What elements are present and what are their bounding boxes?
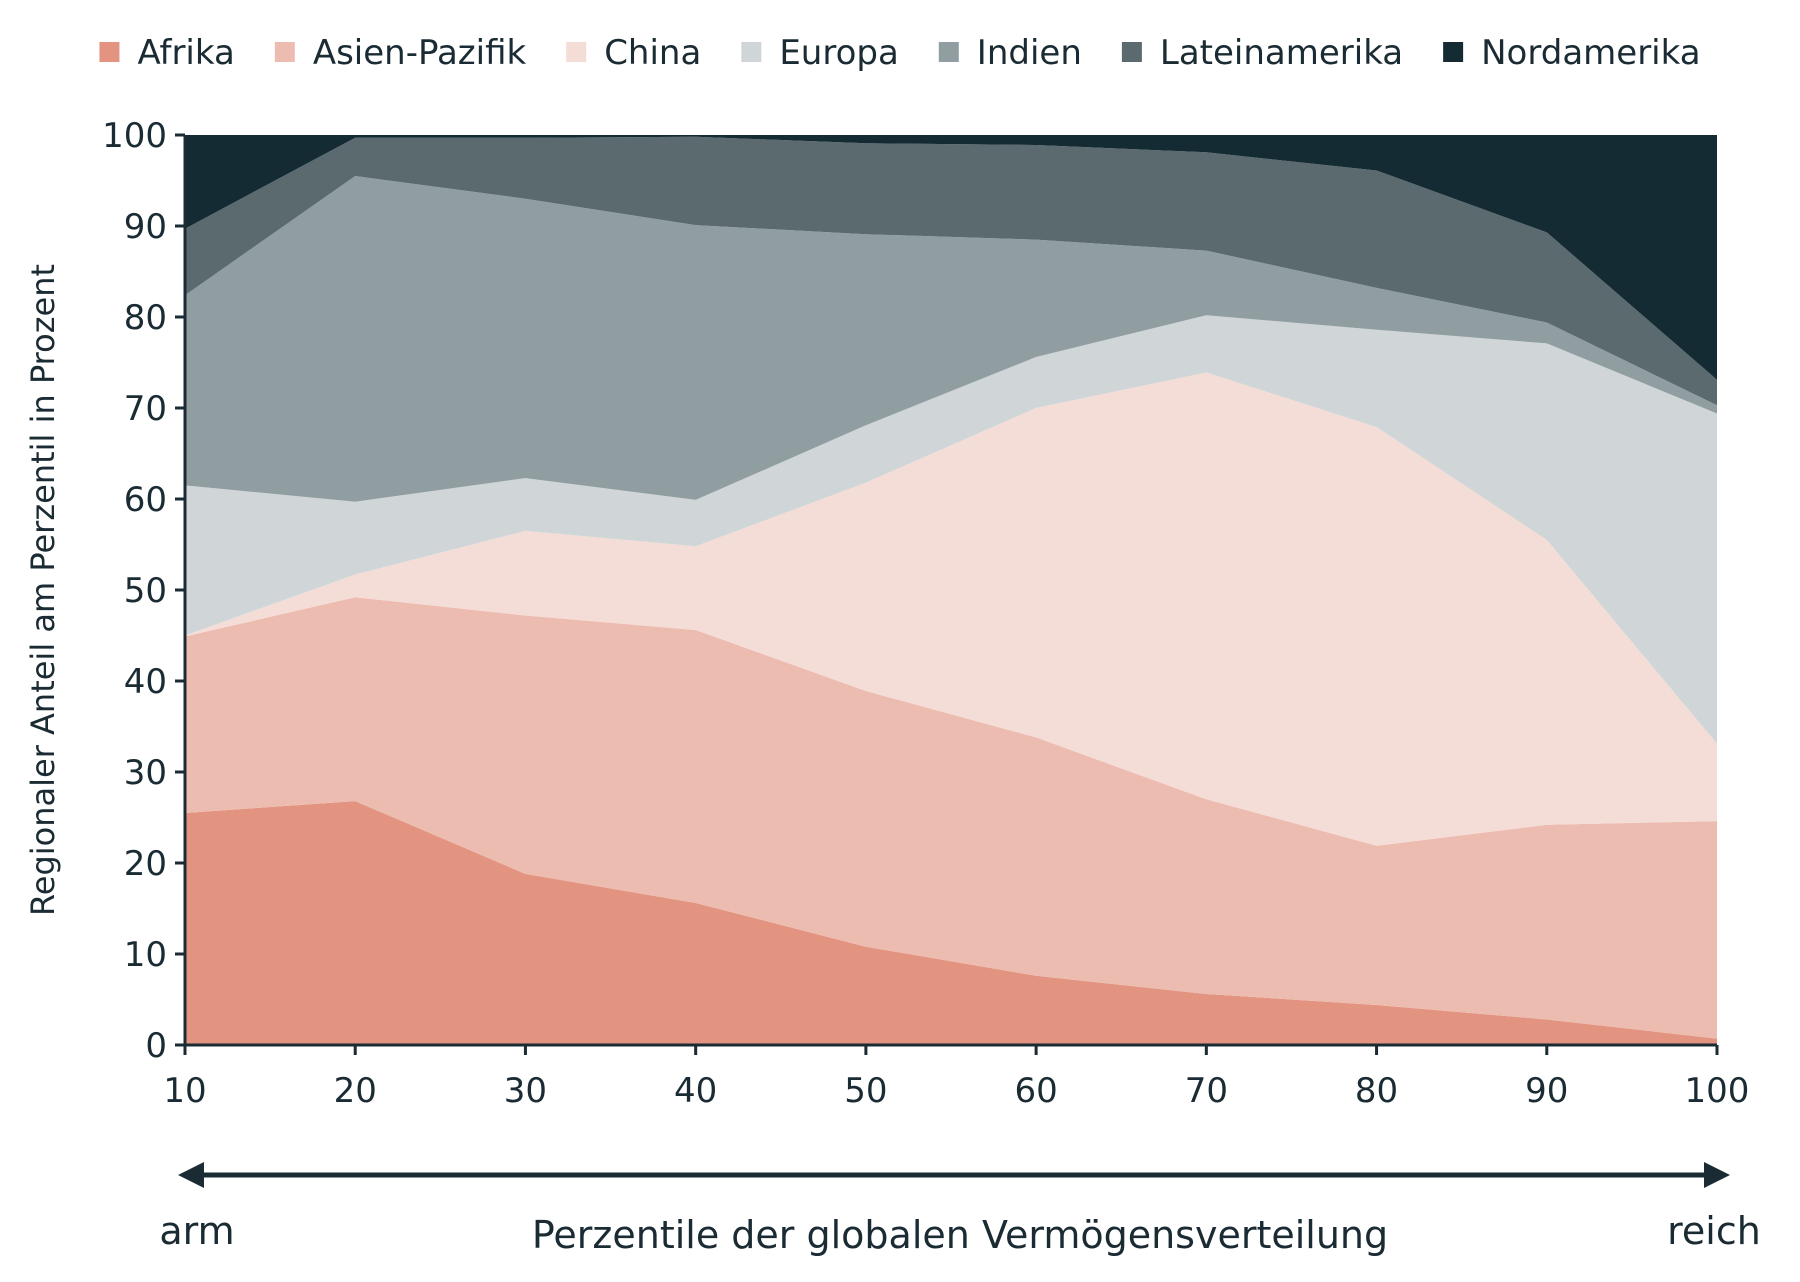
y-tick-label: 10 bbox=[124, 935, 167, 975]
legend-item-afrika: Afrika bbox=[99, 33, 235, 73]
x-tick-label: 20 bbox=[334, 1071, 377, 1111]
legend-item-europa: Europa bbox=[741, 33, 899, 73]
legend-item-lateinamerika: Lateinamerika bbox=[1121, 33, 1403, 73]
legend-swatch bbox=[99, 42, 120, 62]
legend-label: Nordamerika bbox=[1481, 33, 1700, 73]
legend-swatch bbox=[1443, 42, 1464, 62]
x-tick-label: 50 bbox=[844, 1071, 887, 1111]
x-tick-label: 80 bbox=[1355, 1071, 1398, 1111]
y-tick-label: 0 bbox=[145, 1026, 167, 1066]
y-axis-label: Regionaler Anteil am Perzentil in Prozen… bbox=[24, 264, 62, 916]
y-tick-label: 20 bbox=[124, 844, 167, 884]
legend-item-asien-pazifik: Asien-Pazifik bbox=[274, 33, 527, 73]
area-china bbox=[185, 372, 1717, 846]
y-axis: 0 10 20 30 40 50 60 70 80 90 100 bbox=[102, 116, 187, 1066]
legend-item-indien: Indien bbox=[938, 33, 1082, 73]
legend-swatch bbox=[274, 42, 295, 62]
y-tick-label: 30 bbox=[124, 753, 167, 793]
x-tick-label: 40 bbox=[674, 1071, 717, 1111]
y-tick-label: 50 bbox=[124, 571, 167, 611]
direction-arrow bbox=[178, 1162, 1730, 1188]
legend: Afrika Asien-Pazifik China Europa Indien Late… bbox=[99, 33, 1701, 73]
area-europa bbox=[185, 315, 1717, 744]
legend-label: Lateinamerika bbox=[1160, 33, 1403, 73]
x-tick-label: 90 bbox=[1525, 1071, 1568, 1111]
arrow-right-label: reich bbox=[1667, 1209, 1761, 1253]
y-tick-label: 60 bbox=[124, 480, 167, 520]
x-tick-label: 30 bbox=[504, 1071, 547, 1111]
y-tick-label: 90 bbox=[124, 207, 167, 247]
y-tick-label: 70 bbox=[124, 389, 167, 429]
legend-label: Europa bbox=[779, 33, 898, 73]
y-tick-label: 80 bbox=[124, 298, 167, 338]
area-indien bbox=[185, 176, 1717, 502]
arrow-left-label: arm bbox=[159, 1209, 234, 1253]
legend-label: Afrika bbox=[137, 33, 234, 73]
legend-label: Asien-Pazifik bbox=[313, 33, 527, 73]
legend-swatch bbox=[566, 42, 587, 62]
y-tick-label: 100 bbox=[102, 116, 167, 156]
legend-swatch bbox=[938, 42, 959, 62]
x-tick-label: 10 bbox=[163, 1071, 206, 1111]
x-tick-label: 70 bbox=[1185, 1071, 1228, 1111]
legend-swatch bbox=[741, 42, 762, 62]
legend-item-nordamerika: Nordamerika bbox=[1443, 33, 1701, 73]
area-lateinamerika bbox=[185, 136, 1717, 406]
x-tick-label: 60 bbox=[1014, 1071, 1057, 1111]
x-axis: 10 20 30 40 50 60 70 80 90 100 bbox=[163, 1043, 1750, 1111]
area-asien-pazifik bbox=[185, 597, 1717, 1039]
area-nordamerika bbox=[185, 135, 1717, 380]
legend-label: China bbox=[604, 33, 701, 73]
legend-label: Indien bbox=[977, 33, 1082, 73]
x-tick-label: 100 bbox=[1685, 1071, 1750, 1111]
area-series bbox=[185, 135, 1717, 1045]
legend-swatch bbox=[1121, 42, 1142, 62]
x-axis-label: Perzentile der globalen Vermögensverteil… bbox=[532, 1213, 1388, 1257]
legend-item-china: China bbox=[566, 33, 701, 73]
y-tick-label: 40 bbox=[124, 662, 167, 702]
area-afrika bbox=[185, 801, 1717, 1045]
